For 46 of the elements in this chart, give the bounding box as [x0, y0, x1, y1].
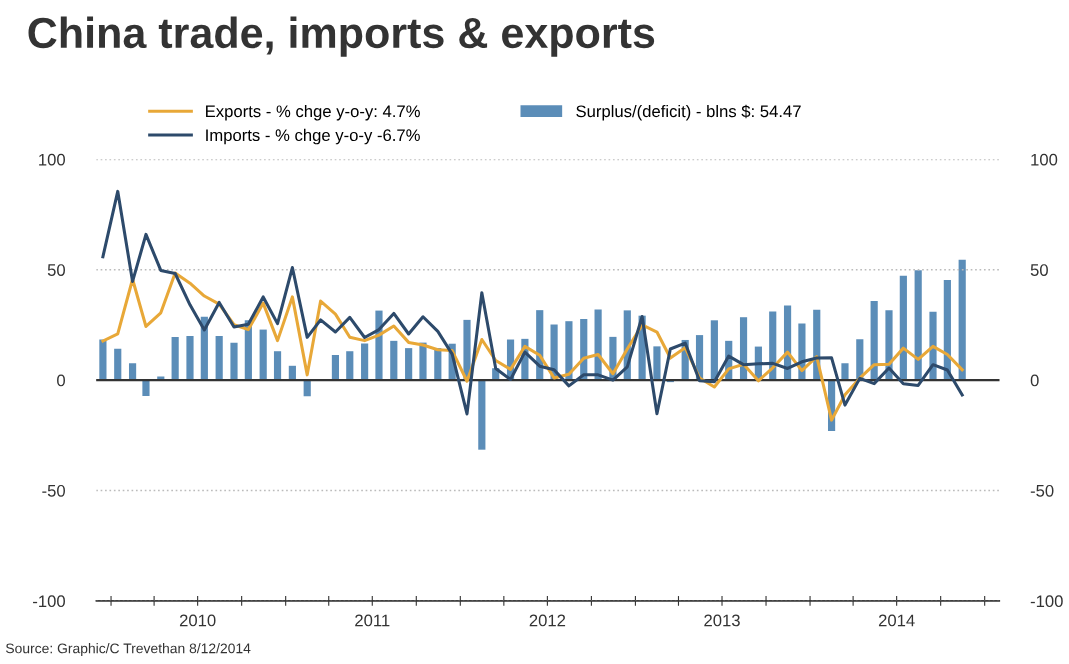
bar	[128, 363, 137, 381]
bar	[303, 380, 311, 397]
bar	[870, 300, 878, 381]
y-tick-label: 50	[47, 264, 65, 276]
y-tick-label: 0	[57, 374, 65, 387]
line-series	[101, 189, 964, 416]
x-tick-label: 2014	[878, 614, 915, 627]
y2-tick-label: 0	[1030, 374, 1039, 387]
x-tick-label: 2012	[529, 614, 566, 627]
legend-label: Exports - % chge y-o-y: 4.7%	[206, 104, 420, 121]
x-tick-label: 2011	[355, 614, 390, 627]
bar	[710, 320, 718, 381]
bar	[958, 259, 966, 381]
y-tick-label: -100	[33, 595, 66, 608]
bar	[99, 339, 107, 381]
chart-title: China trade, imports & exports	[28, 16, 655, 57]
bar	[390, 340, 398, 381]
bar	[142, 380, 150, 397]
y2-tick-label: -50	[1030, 484, 1054, 497]
x-tick-label: 2010	[179, 614, 216, 627]
bar	[653, 346, 661, 381]
bar	[899, 275, 907, 381]
bar	[331, 354, 340, 381]
legend-label: Surplus/(deficit) - blns $: 54.47	[576, 104, 801, 121]
bar	[405, 348, 413, 381]
bar	[230, 342, 238, 381]
y-tick-label: 100	[39, 153, 66, 166]
bar	[565, 321, 573, 381]
bar	[361, 343, 369, 381]
y2-tick-label: -100	[1030, 595, 1063, 608]
x-tick-label: 2013	[704, 614, 740, 627]
legend-label: Imports - % chge y-o-y -6.7%	[206, 128, 420, 145]
bar	[114, 348, 122, 381]
bar	[841, 363, 849, 381]
y-tick-label: -50	[42, 484, 66, 497]
bar	[273, 351, 282, 381]
bar	[478, 380, 486, 450]
bar	[171, 337, 179, 381]
source-note: Source: Graphic/C Trevethan 8/12/2014	[5, 643, 251, 657]
bar	[186, 335, 194, 381]
bar	[215, 335, 223, 381]
bar	[346, 351, 354, 381]
bar	[914, 270, 922, 381]
bar	[259, 329, 267, 381]
y2-tick-label: 50	[1030, 264, 1048, 276]
y2-tick-label: 100	[1031, 153, 1058, 166]
